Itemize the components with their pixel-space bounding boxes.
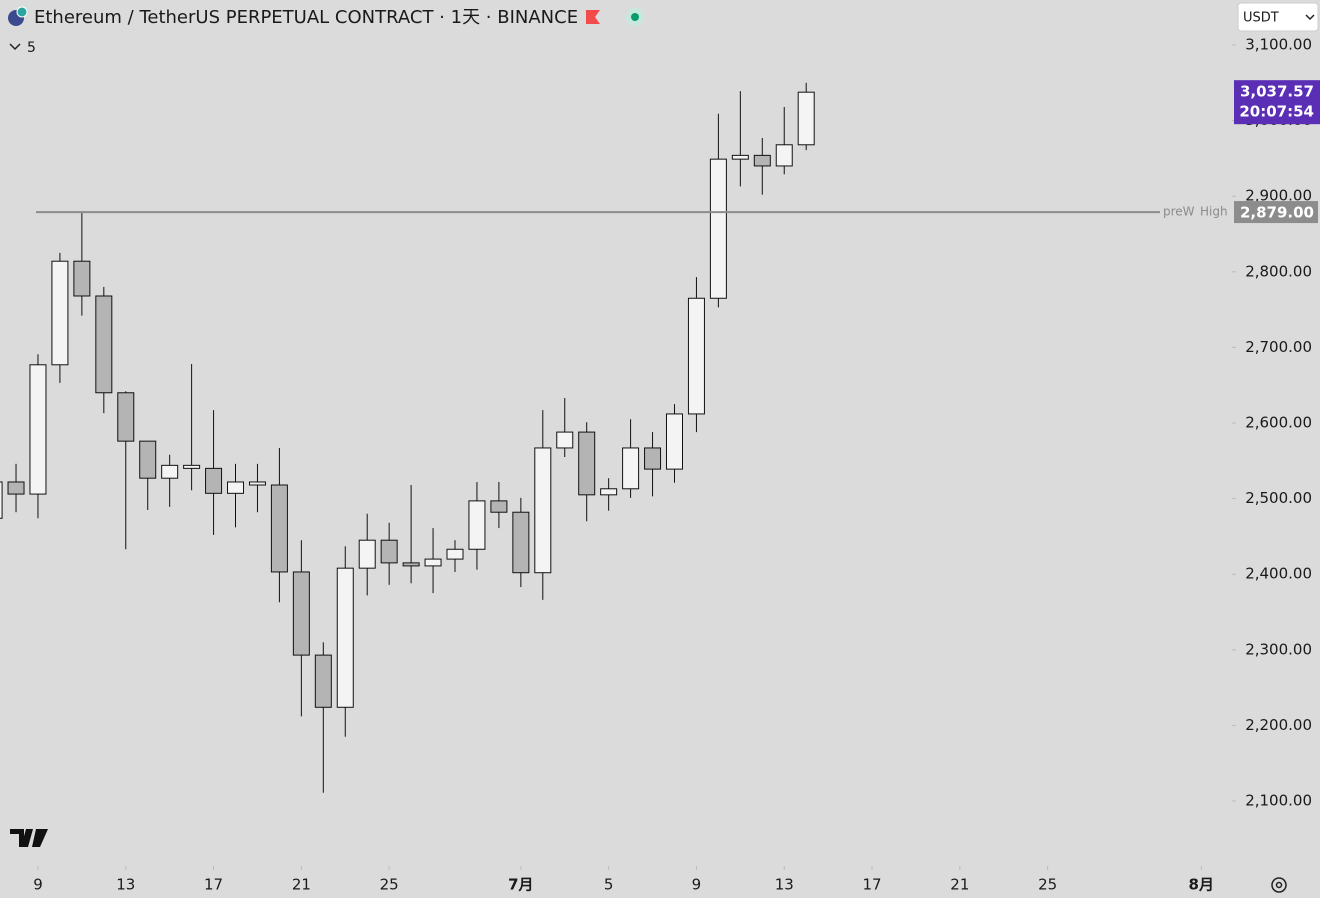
candle-body bbox=[687, 297, 705, 415]
candle-body bbox=[446, 548, 464, 560]
candle-body bbox=[248, 481, 266, 486]
candle-body bbox=[490, 500, 508, 513]
flag bbox=[586, 10, 600, 24]
status-dot bbox=[631, 13, 639, 21]
candle-body bbox=[468, 500, 486, 550]
level-price: 2,879.00 bbox=[1240, 204, 1314, 222]
settings[interactable] bbox=[1271, 877, 1287, 893]
y-tick-label: 2,600.00 bbox=[1245, 414, 1312, 432]
candle-body bbox=[73, 260, 91, 297]
candle-body bbox=[380, 539, 398, 564]
exchange-icon bbox=[16, 6, 28, 18]
candle-body bbox=[775, 144, 793, 167]
candle-body bbox=[51, 260, 69, 366]
x-tick-label: 13 bbox=[116, 876, 135, 894]
candle-body bbox=[709, 158, 727, 299]
dropdown-arrow bbox=[1305, 14, 1315, 21]
x-tick-label: 21 bbox=[950, 876, 969, 894]
candle-body bbox=[578, 431, 596, 496]
y-tick-label: 2,200.00 bbox=[1245, 716, 1312, 734]
candle-body bbox=[270, 484, 288, 573]
candle-body bbox=[731, 154, 749, 160]
candle-body bbox=[797, 91, 815, 146]
x-tick-label: 8月 bbox=[1189, 876, 1214, 894]
y-tick-label: 2,400.00 bbox=[1245, 565, 1312, 583]
candle-body bbox=[29, 364, 47, 495]
candle-body bbox=[183, 464, 201, 469]
candle-body bbox=[7, 481, 25, 495]
candle-body bbox=[161, 464, 179, 479]
candle-body bbox=[95, 295, 113, 394]
x-tick-label: 9 bbox=[33, 876, 43, 894]
candle-body bbox=[117, 392, 135, 442]
settings-center bbox=[1275, 881, 1283, 889]
y-tick-label: 2,700.00 bbox=[1245, 338, 1312, 356]
candle-body bbox=[402, 562, 420, 567]
last-price-badge bbox=[1234, 80, 1320, 125]
y-tick-label: 2,800.00 bbox=[1245, 262, 1312, 280]
currency[interactable]: USDT bbox=[1243, 11, 1279, 26]
candle-body bbox=[358, 539, 376, 569]
chevron[interactable] bbox=[9, 43, 21, 51]
logo bbox=[10, 829, 48, 847]
chart-title: Ethereum / TetherUS PERPETUAL CONTRACT ·… bbox=[34, 7, 578, 28]
candle-body bbox=[139, 440, 157, 479]
y-tick-label: 2,100.00 bbox=[1245, 792, 1312, 810]
candle-body bbox=[314, 654, 332, 708]
x-tick-label: 25 bbox=[380, 876, 399, 894]
plot bbox=[0, 82, 815, 793]
currency-dropdown[interactable] bbox=[1237, 2, 1319, 32]
countdown: 20:07:54 bbox=[1239, 103, 1314, 121]
candle-body bbox=[644, 447, 662, 470]
x-tick-label: 9 bbox=[692, 876, 702, 894]
candle-body bbox=[292, 571, 310, 656]
level-name: preW bbox=[1163, 205, 1195, 219]
x-tick-label: 5 bbox=[604, 876, 614, 894]
x-tick-label: 25 bbox=[1038, 876, 1057, 894]
x-tick-label: 7月 bbox=[508, 876, 533, 894]
candle-body bbox=[622, 447, 640, 490]
candle-body bbox=[512, 511, 530, 574]
x-tick-label: 17 bbox=[862, 876, 881, 894]
last-price: 3,037.57 bbox=[1240, 83, 1314, 101]
candle-body bbox=[753, 154, 771, 167]
y-tick-label: 3,100.00 bbox=[1245, 35, 1312, 53]
x-tick-label: 17 bbox=[204, 876, 223, 894]
indicator-count[interactable]: 5 bbox=[27, 40, 36, 56]
x-tick-label: 13 bbox=[775, 876, 794, 894]
candle-body bbox=[205, 467, 223, 494]
y-tick-label: 2,900.00 bbox=[1245, 187, 1312, 205]
candle-body bbox=[534, 447, 552, 574]
x-tick-label: 21 bbox=[292, 876, 311, 894]
candle-body bbox=[600, 488, 618, 496]
y-tick-label: 2,300.00 bbox=[1245, 640, 1312, 658]
candle-body bbox=[556, 431, 574, 449]
candle-body bbox=[336, 567, 354, 708]
level-badge bbox=[1234, 201, 1318, 224]
candle-body bbox=[665, 413, 683, 470]
candle-body bbox=[0, 481, 3, 519]
candle-body bbox=[424, 558, 442, 567]
candle-body bbox=[227, 481, 245, 494]
y-tick-label: 2,500.00 bbox=[1245, 489, 1312, 507]
level-label: High bbox=[1200, 205, 1228, 219]
